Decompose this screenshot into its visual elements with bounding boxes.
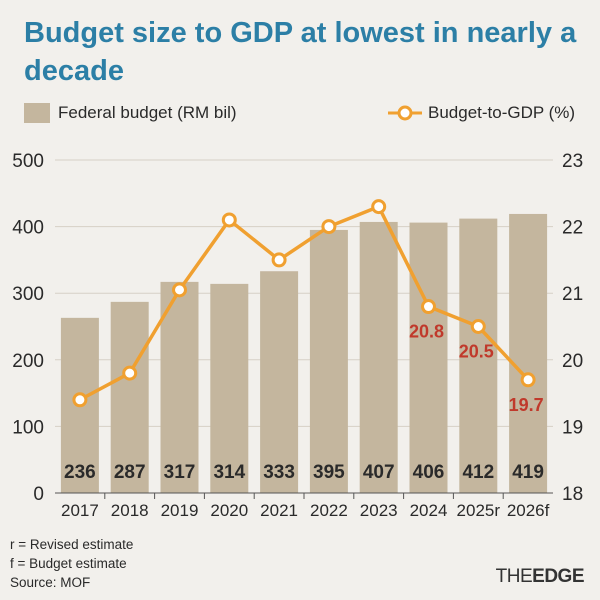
bar-value-label: 287 <box>114 462 146 483</box>
x-tick-label: 2025r <box>457 501 501 520</box>
note-source: Source: MOF <box>10 575 91 590</box>
line-point <box>172 282 187 298</box>
the-edge-logo: THEEDGE <box>495 566 585 588</box>
bar-value-label: 412 <box>462 462 494 483</box>
y-right-tick-label: 22 <box>562 218 583 239</box>
legend-bar-swatch <box>24 103 50 123</box>
chart-title: Budget size to GDP at lowest in nearly a… <box>24 17 577 87</box>
x-tick-label: 2026f <box>507 501 550 520</box>
legend-label-federal-budget: Federal budget (RM bil) <box>58 103 237 122</box>
bar <box>309 229 348 493</box>
bar <box>210 283 249 493</box>
legend-label-budget-to-gdp: Budget-to-GDP (%) <box>428 103 576 122</box>
bar-value-label: 406 <box>413 462 445 483</box>
x-tick-label: 2017 <box>61 501 99 520</box>
x-tick-label: 2021 <box>260 501 298 520</box>
y-right-tick-label: 21 <box>562 284 583 305</box>
bar-value-label: 236 <box>64 462 96 483</box>
bar <box>260 271 299 493</box>
line-point <box>421 299 436 315</box>
x-tick-label: 2020 <box>210 501 248 520</box>
x-tick-label: 2018 <box>111 501 149 520</box>
note-budget: f = Budget estimate <box>10 556 127 571</box>
bar <box>409 222 448 493</box>
x-tick-label: 2019 <box>161 501 199 520</box>
x-tick-label: 2023 <box>360 501 398 520</box>
bar <box>160 281 199 493</box>
line-point <box>271 252 287 268</box>
line-point-label: 19.7 <box>509 395 544 415</box>
y-right-tick-label: 18 <box>562 484 583 505</box>
line-point <box>72 392 88 408</box>
y-left-tick-label: 300 <box>12 284 44 305</box>
bar-value-label: 395 <box>313 462 345 483</box>
legend-line-swatch <box>388 105 422 121</box>
bar <box>110 301 149 493</box>
bar-value-label: 407 <box>363 462 395 483</box>
bar-value-label: 419 <box>512 462 544 483</box>
bar <box>509 213 548 494</box>
bar <box>359 221 398 494</box>
y-right-tick-label: 19 <box>562 417 583 438</box>
y-right-tick-label: 23 <box>562 151 583 172</box>
chart-notes: r = Revised estimate f = Budget estimate… <box>10 535 133 592</box>
bar-value-label: 333 <box>263 462 295 483</box>
line-point <box>321 219 337 235</box>
y-left-tick-label: 400 <box>12 218 44 239</box>
brand-prefix: THE <box>495 566 533 587</box>
y-left-tick-label: 100 <box>12 417 44 438</box>
bar <box>459 218 498 493</box>
line-point <box>470 319 486 334</box>
y-left-tick-label: 0 <box>33 484 44 505</box>
line-point <box>122 365 138 381</box>
brand-name: EDGE <box>532 566 584 587</box>
y-right-tick-label: 20 <box>562 351 583 372</box>
legend-item-budget-to-gdp: Budget-to-GDP (%) <box>388 100 575 126</box>
line-point-label: 20.8 <box>409 322 444 342</box>
note-revised: r = Revised estimate <box>10 537 134 552</box>
line-point <box>221 212 237 228</box>
line-point <box>520 372 536 388</box>
x-tick-label: 2022 <box>310 501 348 520</box>
bar-value-label: 314 <box>213 462 245 483</box>
legend-item-federal-budget: Federal budget (RM bil) <box>24 100 237 126</box>
budget-to-gdp-line <box>79 204 530 402</box>
y-left-tick-label: 500 <box>12 151 44 172</box>
x-tick-label: 2024 <box>410 501 448 520</box>
line-point-label: 20.5 <box>459 342 494 362</box>
line-point <box>371 199 387 215</box>
y-left-tick-label: 200 <box>12 351 44 372</box>
bar-value-label: 317 <box>164 462 196 483</box>
